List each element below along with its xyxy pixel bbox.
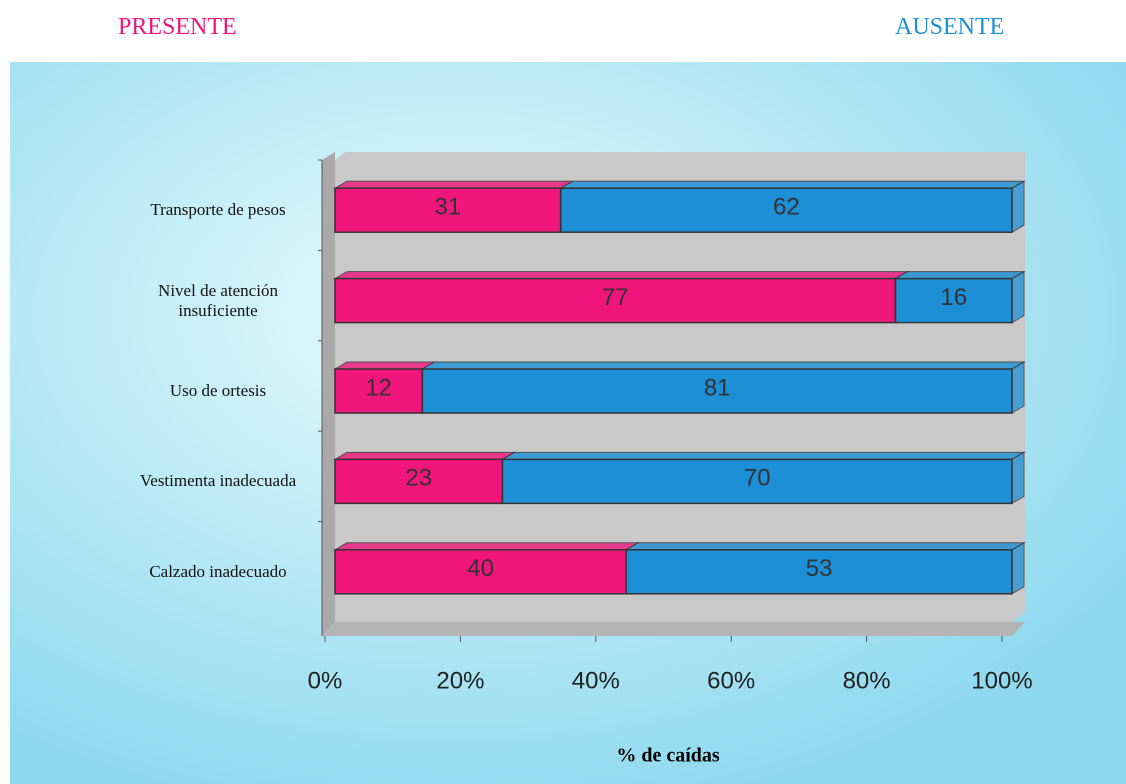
bar-side [1011, 180, 1025, 234]
x-tick-label: 40% [572, 667, 620, 694]
floor [322, 622, 1025, 636]
bar [625, 549, 1013, 595]
bar-top [893, 271, 1026, 280]
bar-side [1011, 541, 1025, 595]
data-label: 12 [365, 374, 392, 401]
bar [334, 277, 897, 324]
x-tick-label: 80% [843, 667, 891, 694]
x-tick-label: 20% [436, 667, 484, 694]
x-tick-label: 100% [971, 667, 1032, 694]
bar-top [333, 542, 641, 551]
bar [334, 458, 504, 505]
bar-top [420, 361, 1026, 370]
bar [334, 368, 424, 414]
data-label: 77 [602, 284, 629, 311]
data-label: 53 [806, 555, 833, 582]
y-tick-label: Calzado inadecuado [149, 561, 287, 581]
data-label: 70 [744, 465, 771, 492]
data-label: 16 [940, 284, 967, 311]
legend-item: PRESENTE [118, 14, 237, 40]
bar-top [624, 542, 1026, 551]
x-tick-label: 0% [308, 667, 343, 694]
y-tick-label: Transporte de pesos [150, 200, 286, 220]
legend-item: AUSENTE [895, 14, 1005, 40]
bar [421, 368, 1013, 414]
data-label: 31 [434, 194, 461, 221]
y-tick-label: Nivel de atención insuficiente [158, 280, 278, 320]
bar [559, 187, 1013, 233]
bar-side [1011, 270, 1025, 324]
bar [501, 458, 1013, 505]
data-label: 23 [405, 465, 432, 492]
bar-side [1011, 451, 1025, 505]
left-wall [322, 152, 335, 636]
bar-top [558, 180, 1026, 189]
y-tick-label: Uso de ortesis [169, 381, 267, 400]
bar-top [333, 361, 437, 370]
bar [894, 277, 1013, 324]
data-label: 40 [467, 555, 494, 582]
bar-top [500, 451, 1026, 460]
bar [334, 549, 627, 595]
x-axis-label: % de caídas [616, 745, 720, 767]
x-tick-label: 60% [707, 667, 755, 694]
bar-top [333, 271, 910, 280]
bar [334, 187, 562, 233]
bar-side [1011, 361, 1025, 414]
data-label: 81 [704, 374, 731, 401]
data-label: 62 [773, 194, 800, 221]
y-tick-label: Vestimenta inadecuada [139, 471, 297, 491]
bar-top [333, 451, 517, 460]
bar-top [333, 180, 575, 189]
